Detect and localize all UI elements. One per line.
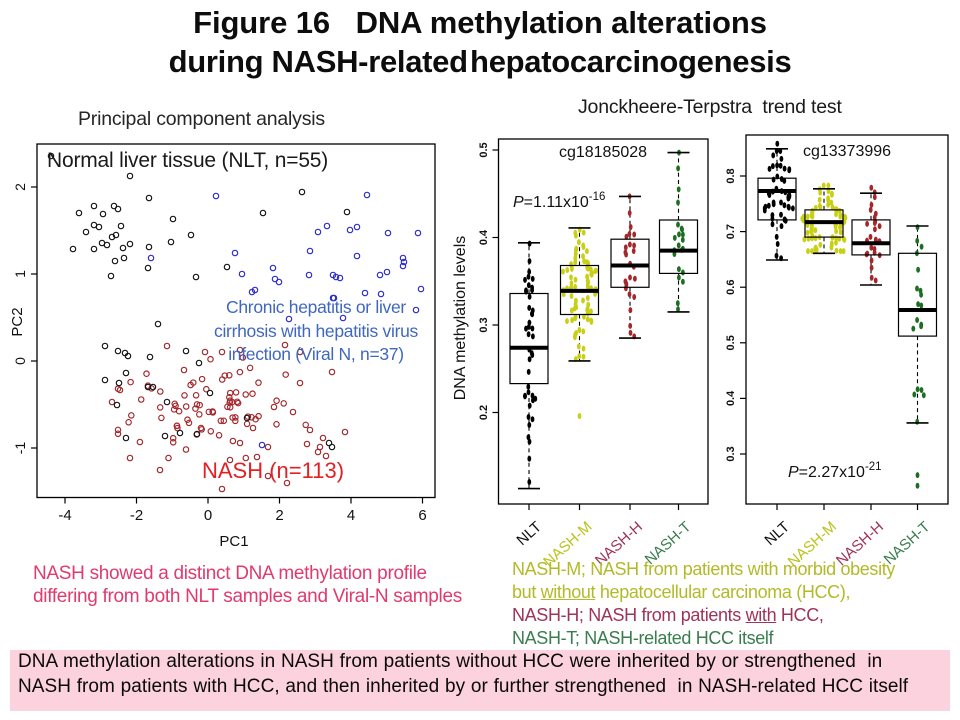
svg-text:1: 1	[12, 270, 28, 278]
svg-text:0.2: 0.2	[478, 405, 490, 420]
svg-text:0.6: 0.6	[725, 280, 737, 295]
svg-text:0.4: 0.4	[478, 229, 490, 245]
svg-text:PC2: PC2	[9, 307, 26, 336]
svg-text:NLT: NLT	[513, 518, 545, 549]
svg-text:PC1: PC1	[219, 533, 248, 550]
svg-text:0.5: 0.5	[725, 335, 737, 350]
svg-text:0.4: 0.4	[725, 390, 737, 406]
svg-text:2: 2	[12, 183, 28, 191]
svg-text:P=2.27x10-21: P=2.27x10-21	[788, 461, 882, 481]
svg-text:-4: -4	[58, 507, 71, 524]
svg-text:0.7: 0.7	[725, 224, 737, 239]
svg-text:cg18185028: cg18185028	[559, 144, 647, 161]
svg-text:0.5: 0.5	[478, 142, 490, 157]
svg-text:NLT: NLT	[761, 518, 793, 549]
svg-text:2: 2	[275, 507, 283, 524]
svg-text:cg13373996: cg13373996	[803, 143, 891, 160]
svg-text:-1: -1	[12, 442, 28, 455]
svg-text:P=1.11x10-16: P=1.11x10-16	[513, 191, 605, 211]
svg-text:0: 0	[12, 357, 28, 365]
svg-text:4: 4	[347, 507, 355, 524]
svg-text:-2: -2	[130, 507, 143, 524]
svg-text:0.3: 0.3	[478, 317, 490, 332]
svg-text:6: 6	[418, 507, 426, 524]
svg-text:0.8: 0.8	[725, 168, 737, 183]
svg-text:0.3: 0.3	[725, 446, 737, 461]
svg-text:0: 0	[204, 507, 212, 524]
svg-text:DNA methylation levels: DNA methylation levels	[452, 236, 469, 401]
